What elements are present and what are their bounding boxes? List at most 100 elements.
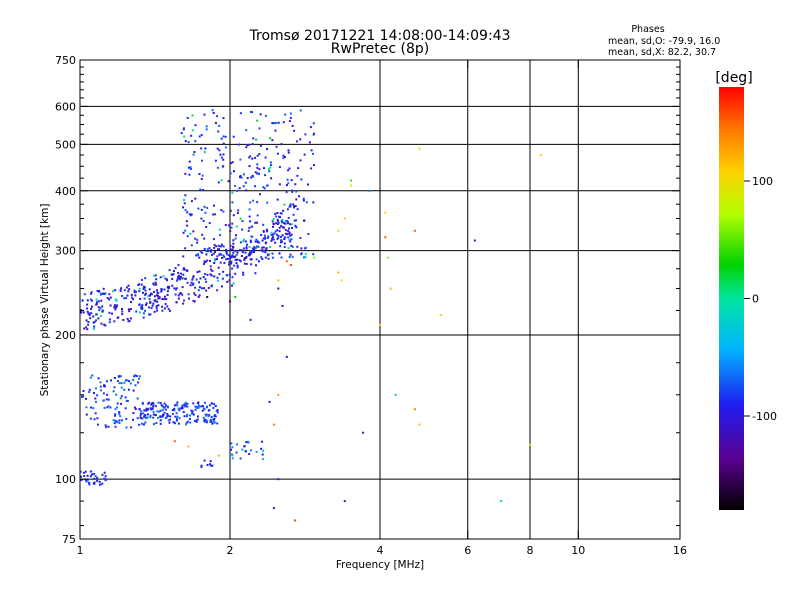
data-point bbox=[106, 380, 108, 383]
colorbar-tick-label: -100 bbox=[752, 410, 777, 423]
data-point bbox=[294, 183, 297, 186]
data-point bbox=[186, 211, 189, 214]
data-point bbox=[211, 421, 214, 424]
data-point bbox=[248, 453, 251, 455]
x-axis-label: Frequency [MHz] bbox=[336, 559, 424, 571]
data-point bbox=[246, 177, 249, 180]
data-point bbox=[227, 180, 230, 183]
data-point bbox=[337, 271, 340, 274]
data-point bbox=[104, 479, 107, 482]
data-point bbox=[256, 201, 259, 204]
data-point bbox=[159, 415, 162, 418]
data-point bbox=[216, 422, 219, 425]
data-point bbox=[235, 225, 238, 228]
data-point bbox=[171, 284, 174, 287]
data-point bbox=[286, 208, 289, 211]
data-point bbox=[160, 290, 163, 293]
data-point bbox=[261, 250, 264, 252]
data-point bbox=[197, 404, 200, 407]
data-point bbox=[343, 217, 346, 220]
data-point bbox=[101, 305, 104, 308]
data-point bbox=[153, 290, 155, 293]
data-point bbox=[206, 296, 209, 298]
data-point bbox=[192, 276, 195, 279]
data-point bbox=[275, 215, 278, 218]
data-point bbox=[173, 440, 176, 443]
data-point bbox=[128, 380, 131, 383]
data-point bbox=[184, 403, 187, 406]
data-point bbox=[235, 259, 238, 261]
data-point bbox=[231, 284, 233, 287]
data-point bbox=[167, 308, 170, 310]
data-point bbox=[174, 267, 177, 270]
data-point bbox=[252, 199, 255, 202]
data-point bbox=[205, 250, 208, 253]
data-point bbox=[254, 221, 257, 224]
data-point bbox=[199, 250, 202, 253]
data-point bbox=[229, 172, 232, 175]
data-point bbox=[264, 156, 267, 159]
data-point bbox=[138, 287, 141, 290]
data-point bbox=[232, 242, 235, 245]
data-point bbox=[209, 463, 211, 466]
data-point bbox=[181, 407, 184, 410]
data-point bbox=[245, 441, 248, 444]
data-point bbox=[262, 246, 265, 249]
data-point bbox=[271, 139, 274, 142]
data-point bbox=[272, 218, 275, 220]
data-point bbox=[97, 377, 100, 380]
data-point bbox=[188, 297, 190, 300]
data-point bbox=[181, 277, 184, 280]
data-point bbox=[194, 197, 197, 200]
data-point bbox=[133, 291, 136, 294]
data-point bbox=[90, 291, 93, 294]
data-point bbox=[181, 286, 184, 289]
data-point bbox=[166, 290, 169, 293]
data-point bbox=[350, 179, 353, 182]
data-point bbox=[206, 259, 209, 262]
data-point bbox=[264, 251, 267, 254]
data-point bbox=[182, 231, 185, 234]
data-point bbox=[173, 404, 176, 407]
data-point bbox=[111, 312, 113, 315]
data-point bbox=[241, 228, 244, 231]
data-point bbox=[197, 406, 200, 409]
data-point bbox=[240, 176, 243, 179]
data-point bbox=[144, 277, 147, 280]
data-point bbox=[184, 140, 187, 143]
data-point bbox=[289, 112, 292, 115]
data-point bbox=[165, 278, 168, 281]
data-point bbox=[190, 200, 193, 203]
data-point bbox=[277, 287, 280, 290]
data-point bbox=[302, 197, 305, 200]
data-point bbox=[251, 157, 254, 160]
data-point bbox=[201, 251, 204, 254]
data-point bbox=[171, 273, 174, 276]
data-point bbox=[231, 201, 234, 204]
data-point bbox=[262, 237, 265, 240]
data-point bbox=[272, 223, 275, 226]
data-point bbox=[245, 262, 248, 265]
data-point bbox=[289, 253, 292, 256]
data-point bbox=[149, 414, 152, 417]
data-point bbox=[116, 304, 119, 307]
data-point bbox=[418, 147, 421, 150]
y-tick-label: 600 bbox=[55, 100, 76, 113]
data-point bbox=[200, 147, 203, 150]
data-point bbox=[106, 297, 109, 299]
data-point bbox=[367, 189, 370, 192]
data-point bbox=[140, 422, 143, 425]
data-point bbox=[113, 304, 116, 307]
data-point bbox=[244, 251, 247, 254]
data-point bbox=[439, 314, 442, 317]
data-point bbox=[159, 409, 162, 412]
data-point bbox=[103, 471, 106, 474]
data-point bbox=[86, 299, 89, 302]
data-point bbox=[184, 277, 187, 280]
data-point bbox=[188, 417, 191, 420]
data-point bbox=[286, 220, 289, 223]
data-point bbox=[238, 259, 241, 262]
data-point bbox=[146, 416, 149, 419]
data-point bbox=[394, 393, 397, 396]
data-point bbox=[186, 224, 189, 227]
